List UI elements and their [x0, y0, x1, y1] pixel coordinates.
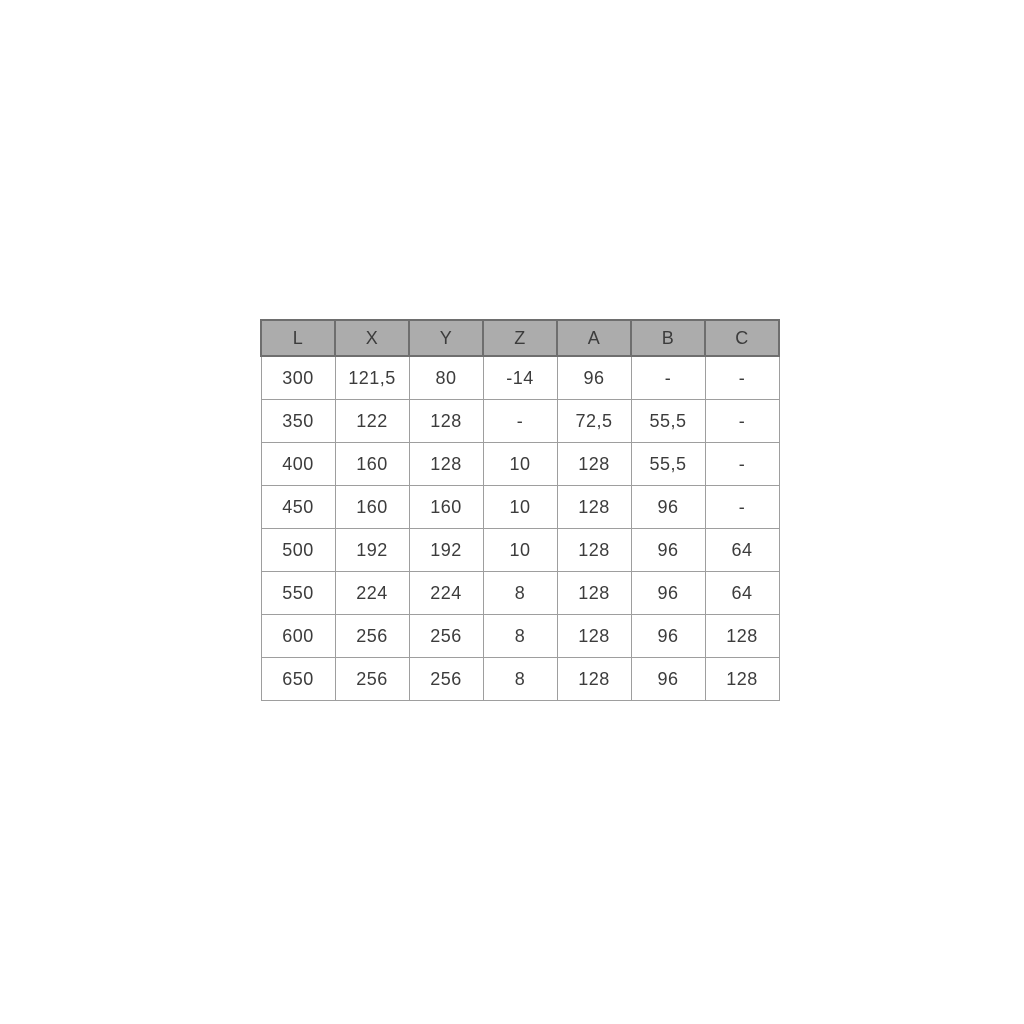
table-cell: -	[704, 485, 780, 529]
table-cell: 550	[260, 571, 336, 615]
table-cell: 96	[630, 528, 706, 572]
table-row: 500 192 192 10 128 96 64	[260, 528, 780, 572]
table-cell: 96	[630, 657, 706, 701]
table-row: 550 224 224 8 128 96 64	[260, 571, 780, 615]
table-cell: 10	[482, 442, 558, 486]
table-cell: 192	[408, 528, 484, 572]
table-cell: -	[704, 355, 780, 400]
table-cell: -14	[482, 355, 558, 400]
table-cell: 450	[260, 485, 336, 529]
column-header-z: Z	[482, 319, 558, 357]
table-cell: 256	[408, 614, 484, 658]
table-cell: 64	[704, 571, 780, 615]
table-cell: 224	[408, 571, 484, 615]
column-header-y: Y	[408, 319, 484, 357]
table-cell: 128	[556, 485, 632, 529]
table-row: 450 160 160 10 128 96-	[260, 485, 780, 529]
table-cell: 128	[556, 571, 632, 615]
table-cell: 128	[556, 442, 632, 486]
table-cell: 121,5	[334, 355, 410, 400]
table-row: 350 122 128-72,5 55,5-	[260, 399, 780, 443]
column-header-x: X	[334, 319, 410, 357]
table-cell: -	[704, 399, 780, 443]
table-cell: 96	[630, 571, 706, 615]
table-cell: 192	[334, 528, 410, 572]
table-cell: -	[482, 399, 558, 443]
table-cell: 350	[260, 399, 336, 443]
table-cell: 400	[260, 442, 336, 486]
table-cell: 80	[408, 355, 484, 400]
table-cell: 160	[334, 442, 410, 486]
table-cell: 122	[334, 399, 410, 443]
table-cell: 10	[482, 528, 558, 572]
table-cell: 72,5	[556, 399, 632, 443]
column-header-b: B	[630, 319, 706, 357]
table-cell: 8	[482, 614, 558, 658]
table-cell: 55,5	[630, 442, 706, 486]
table-cell: 256	[334, 614, 410, 658]
table-cell: 160	[334, 485, 410, 529]
table-cell: 224	[334, 571, 410, 615]
table-row: 400 160 128 10 128 55,5-	[260, 442, 780, 486]
table-row: 300 121,5 80 -14 96- -	[260, 355, 780, 400]
table-cell: 256	[408, 657, 484, 701]
table-cell: -	[630, 355, 706, 400]
table-cell: 128	[408, 399, 484, 443]
table-cell: 128	[704, 657, 780, 701]
column-header-c: C	[704, 319, 780, 357]
table-cell: 128	[556, 657, 632, 701]
table-cell: 96	[630, 614, 706, 658]
table-cell: 160	[408, 485, 484, 529]
table-cell: 256	[334, 657, 410, 701]
table-cell: 650	[260, 657, 336, 701]
table-cell: 96	[556, 355, 632, 400]
table-cell: 300	[260, 355, 336, 400]
table-cell: -	[704, 442, 780, 486]
table-row: 600 256 256 8 128 96 128	[260, 614, 780, 658]
table-cell: 128	[556, 528, 632, 572]
table-cell: 10	[482, 485, 558, 529]
table-cell: 128	[556, 614, 632, 658]
table-cell: 96	[630, 485, 706, 529]
table-cell: 8	[482, 657, 558, 701]
table-cell: 55,5	[630, 399, 706, 443]
column-header-a: A	[556, 319, 632, 357]
table-body: 300 121,5 80 -14 96- -350 122 128-72,5 55,5-400 1…	[260, 355, 780, 701]
table-cell: 64	[704, 528, 780, 572]
table-row: 650 256 256 8 128 96 128	[260, 657, 780, 701]
table-cell: 600	[260, 614, 336, 658]
table-cell: 500	[260, 528, 336, 572]
column-header-l: L	[260, 319, 336, 357]
table-cell: 128	[704, 614, 780, 658]
table-cell: 8	[482, 571, 558, 615]
table-cell: 128	[408, 442, 484, 486]
